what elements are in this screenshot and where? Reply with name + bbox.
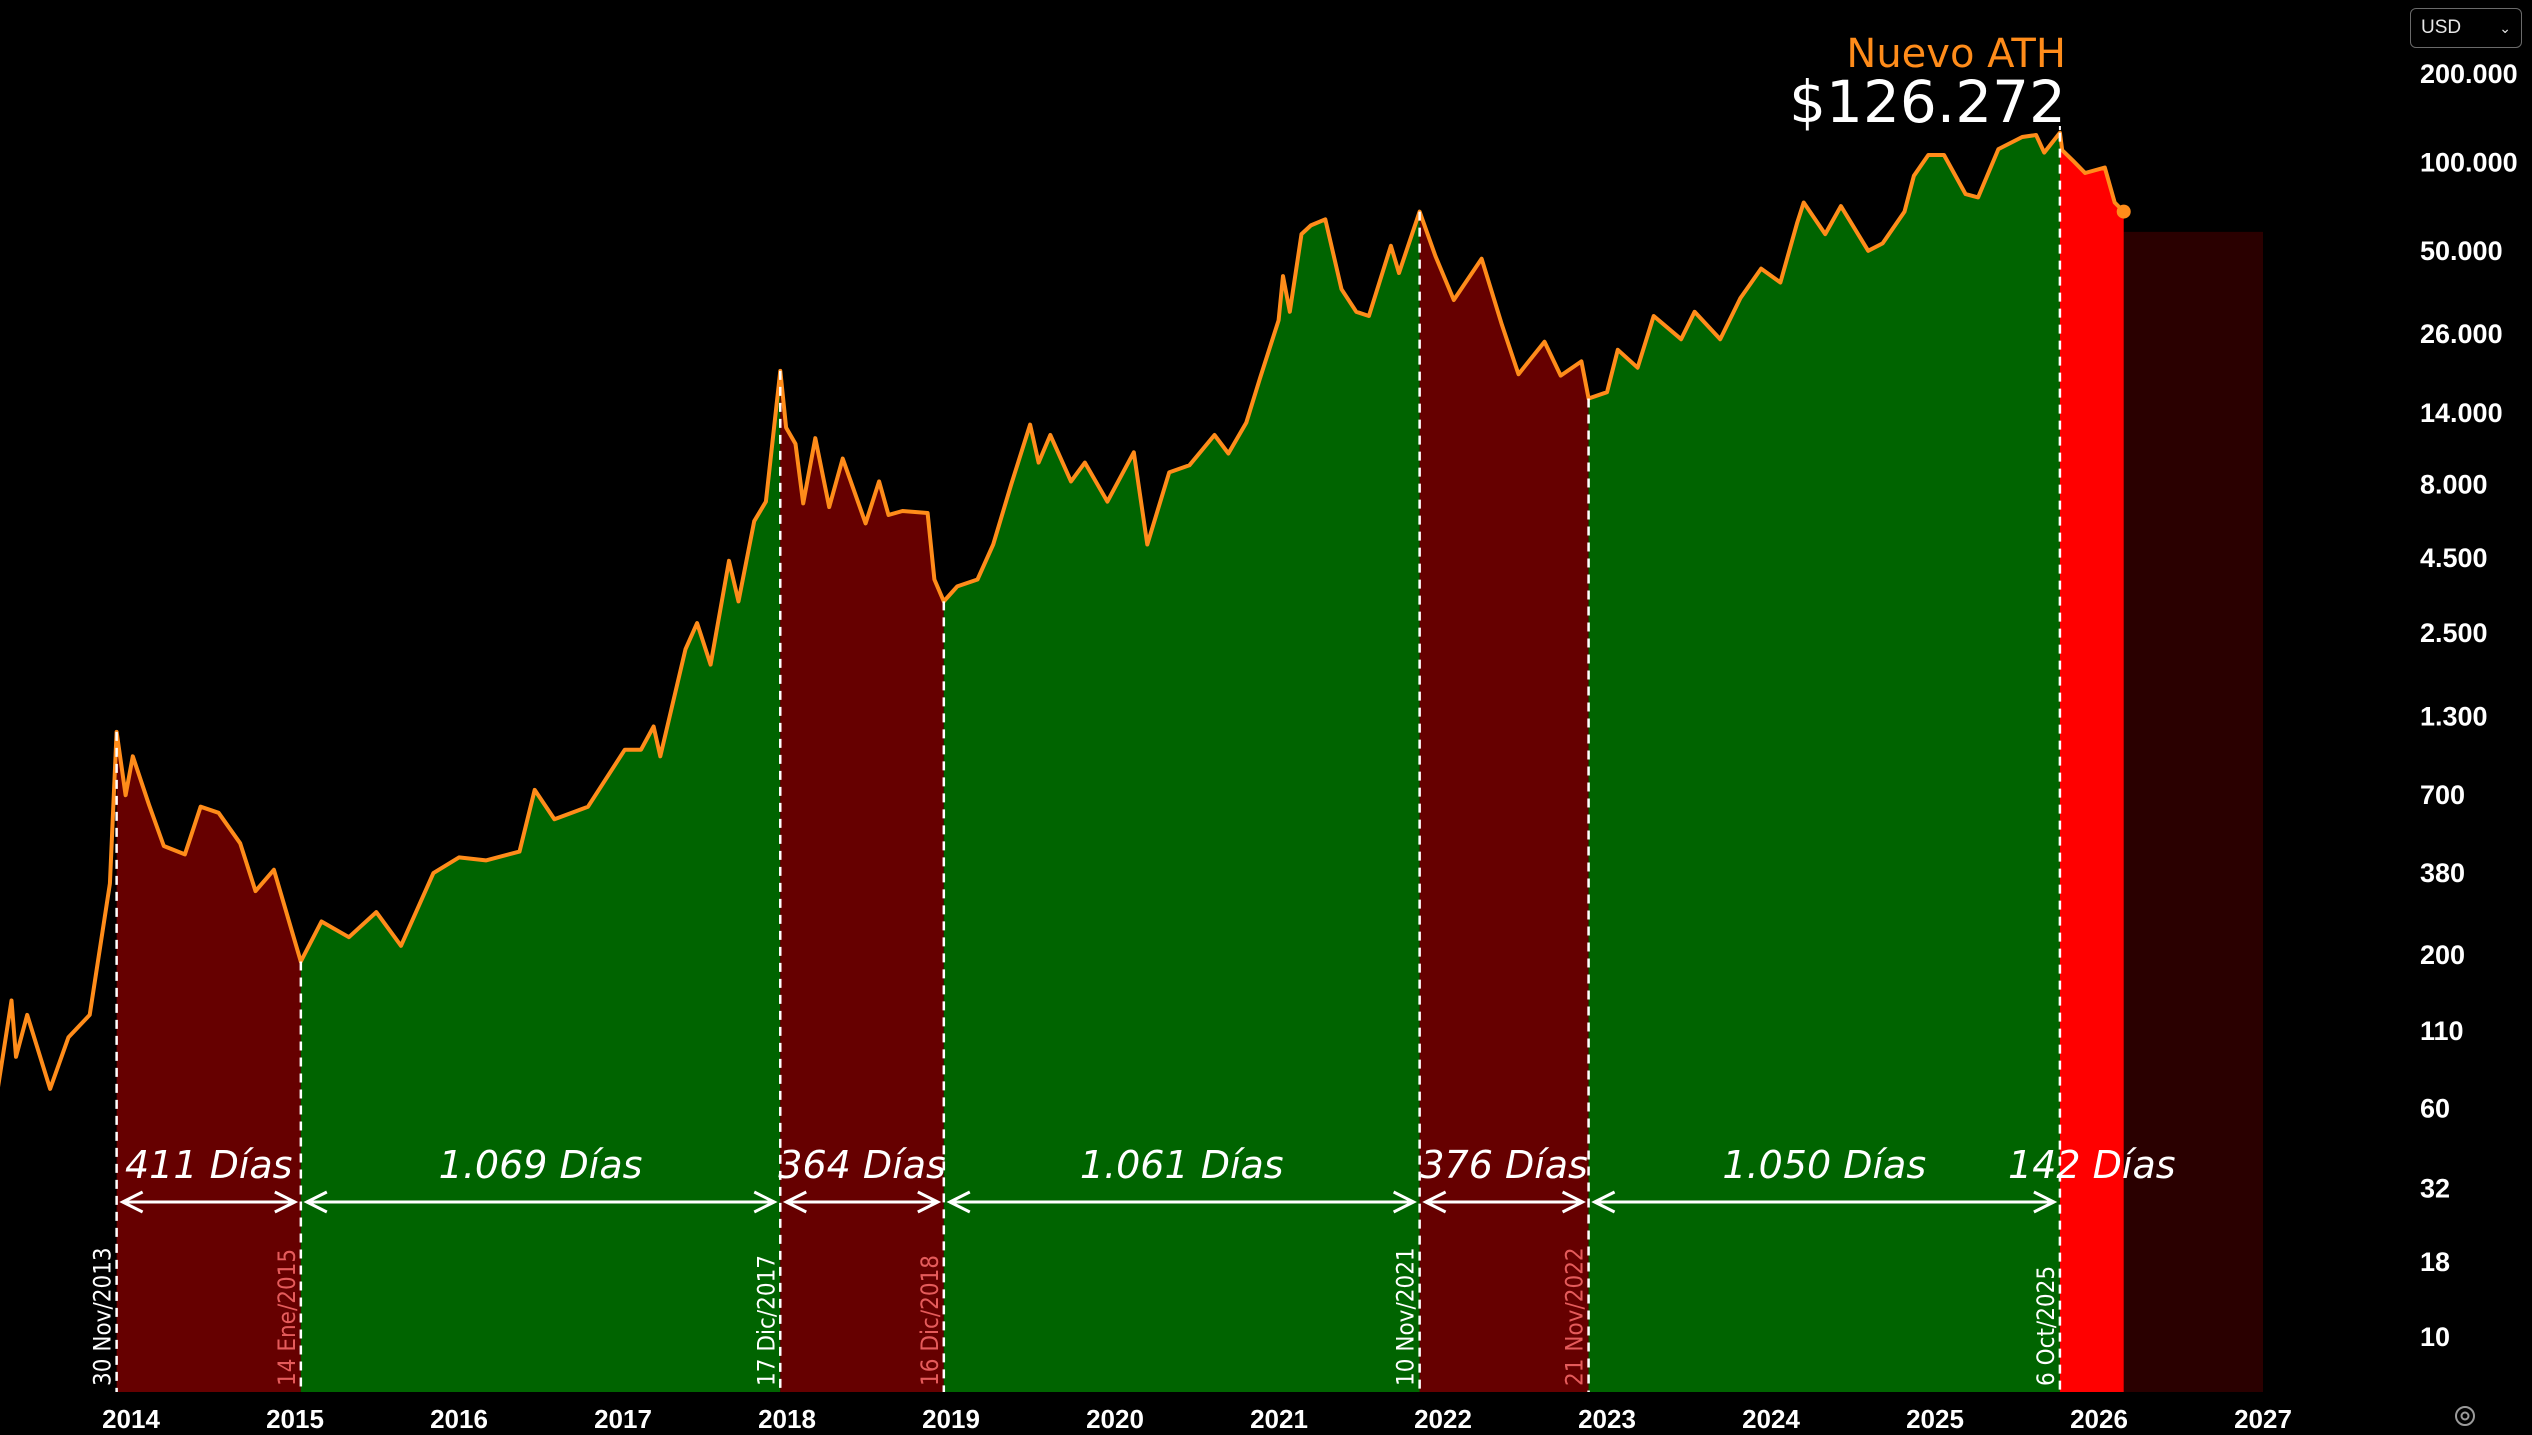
y-tick-label: 200.000 bbox=[2420, 59, 2518, 89]
bear-cycle-area bbox=[780, 370, 944, 1392]
y-tick-label: 4.500 bbox=[2420, 543, 2488, 573]
x-tick-label: 2024 bbox=[1742, 1404, 1800, 1434]
x-tick-label: 2020 bbox=[1086, 1404, 1144, 1434]
duration-labels: 411 Días 1.069 Días 364 Días 1.061 Días 376 … bbox=[125, 1143, 2176, 1187]
y-tick-label: 200 bbox=[2420, 940, 2465, 970]
duration-arrows bbox=[119, 1190, 2058, 1214]
y-tick-label: 14.000 bbox=[2420, 398, 2503, 428]
arrow-head-right bbox=[1392, 1190, 1417, 1214]
ath-title: Nuevo ATH bbox=[1846, 31, 2066, 77]
arrow-head-left bbox=[1591, 1190, 1616, 1214]
duration-arrow bbox=[119, 1190, 299, 1214]
y-tick-label: 60 bbox=[2420, 1094, 2450, 1124]
x-tick-label: 2017 bbox=[594, 1404, 652, 1434]
date-label: 6 Oct/2025 bbox=[2032, 1266, 2060, 1386]
price-line bbox=[0, 130, 2126, 1091]
settings-icon[interactable] bbox=[2452, 1403, 2478, 1429]
x-tick-label: 2027 bbox=[2234, 1404, 2292, 1434]
duration-label: 376 Días bbox=[1420, 1143, 1588, 1187]
duration-arrow bbox=[1422, 1190, 1586, 1214]
x-tick-label: 2019 bbox=[922, 1404, 980, 1434]
y-tick-label: 8.000 bbox=[2420, 470, 2488, 500]
date-label: 16 Dic/2018 bbox=[916, 1255, 944, 1386]
projection-band bbox=[2123, 231, 2263, 1392]
x-tick-label: 2016 bbox=[430, 1404, 488, 1434]
currency-value: USD bbox=[2421, 17, 2462, 38]
y-tick-label: 10 bbox=[2420, 1322, 2450, 1352]
y-tick-label: 26.000 bbox=[2420, 319, 2503, 349]
duration-label: 411 Días bbox=[125, 1143, 293, 1187]
y-tick-label: 2.500 bbox=[2420, 618, 2488, 648]
duration-arrow bbox=[1591, 1190, 2058, 1214]
arrow-head-left bbox=[1422, 1190, 1447, 1214]
y-tick-label: 18 bbox=[2420, 1247, 2450, 1277]
cycle-boundaries bbox=[115, 132, 2062, 1392]
x-tick-label: 2014 bbox=[102, 1404, 160, 1434]
y-tick-label: 100.000 bbox=[2420, 147, 2518, 177]
ath-annotation: Nuevo ATH $126.272 bbox=[1789, 31, 2066, 136]
duration-arrow bbox=[782, 1190, 942, 1214]
duration-label: 1.061 Días bbox=[1080, 1143, 1284, 1187]
arrow-head-left bbox=[782, 1190, 807, 1214]
bull-cycle-area bbox=[1588, 132, 2060, 1392]
current-cycle-area bbox=[2059, 132, 2124, 1392]
y-tick-label: 380 bbox=[2420, 858, 2465, 888]
x-tick-label: 2015 bbox=[266, 1404, 324, 1434]
x-tick-label: 2025 bbox=[1906, 1404, 1964, 1434]
y-tick-label: 1.300 bbox=[2420, 701, 2488, 731]
ath-value: $126.272 bbox=[1789, 68, 2066, 136]
x-axis: 2014 2015 2016 2017 2018 2019 2020 2021 2022 2023… bbox=[102, 1404, 2292, 1434]
duration-arrow bbox=[946, 1190, 1417, 1214]
y-tick-label: 700 bbox=[2420, 780, 2465, 810]
date-label: 30 Nov/2013 bbox=[89, 1247, 117, 1386]
date-labels: 30 Nov/2013 14 Ene/2015 17 Dic/2017 16 Dic/… bbox=[89, 1247, 2060, 1386]
duration-label: 1.050 Días bbox=[1722, 1143, 1926, 1187]
date-label: 17 Dic/2017 bbox=[752, 1255, 780, 1386]
bull-cycle-area bbox=[943, 211, 1420, 1392]
arrow-head-right bbox=[917, 1190, 942, 1214]
arrow-head-left bbox=[946, 1190, 971, 1214]
price-area bbox=[116, 132, 2124, 1392]
price-line-group bbox=[0, 130, 2131, 1091]
cycle-bands bbox=[2123, 231, 2263, 1392]
x-tick-label: 2023 bbox=[1578, 1404, 1636, 1434]
duration-arrow bbox=[303, 1190, 778, 1214]
y-tick-label: 110 bbox=[2420, 1016, 2464, 1046]
currency-select[interactable]: USD ⌄ bbox=[2410, 8, 2522, 48]
x-tick-label: 2022 bbox=[1414, 1404, 1472, 1434]
current-price-dot bbox=[2116, 204, 2131, 219]
x-tick-label: 2026 bbox=[2070, 1404, 2128, 1434]
date-label: 21 Nov/2022 bbox=[1561, 1247, 1589, 1386]
y-tick-label: 32 bbox=[2420, 1174, 2450, 1204]
bear-cycle-area bbox=[1419, 211, 1589, 1392]
arrow-head-left bbox=[303, 1190, 328, 1214]
bull-cycle-area bbox=[300, 370, 781, 1392]
duration-label: 1.069 Días bbox=[439, 1143, 643, 1187]
duration-label: 142 Días bbox=[2008, 1143, 2176, 1187]
y-tick-label: 50.000 bbox=[2420, 236, 2503, 266]
arrow-head-right bbox=[753, 1190, 778, 1214]
arrow-head-left bbox=[119, 1190, 144, 1214]
arrow-head-right bbox=[1561, 1190, 1586, 1214]
chevron-down-icon: ⌄ bbox=[2499, 19, 2511, 36]
date-label: 14 Ene/2015 bbox=[273, 1249, 301, 1386]
x-tick-label: 2021 bbox=[1250, 1404, 1308, 1434]
arrow-head-right bbox=[2033, 1190, 2058, 1214]
duration-label: 364 Días bbox=[778, 1143, 946, 1187]
x-tick-label: 2018 bbox=[758, 1404, 816, 1434]
date-label: 10 Nov/2021 bbox=[1392, 1247, 1420, 1386]
bear-cycle-area bbox=[116, 731, 301, 1392]
arrow-head-right bbox=[274, 1190, 299, 1214]
y-axis: 200.000 100.000 50.000 26.000 14.000 8.000 4.5… bbox=[2420, 59, 2518, 1352]
